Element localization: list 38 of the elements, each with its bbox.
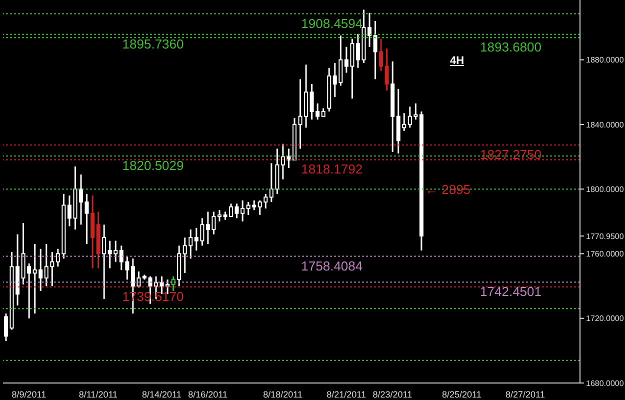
x-tick-label: 8/27/2011: [505, 389, 545, 400]
ref-line-label: 1893.6800: [480, 40, 542, 55]
y-tick-label: 1760.0000: [586, 250, 624, 259]
x-tick-label: 8/11/2011: [78, 389, 118, 400]
y-tick-label: 1680.0000: [586, 378, 624, 388]
candlestick: [269, 162, 274, 203]
candlestick: [368, 12, 372, 48]
x-tick-label: 8/18/2011: [263, 389, 303, 400]
ref-line-label: 1742.4501: [480, 284, 542, 300]
y-tick-label: 1720.0000: [586, 314, 624, 324]
ref-line-label: 1895.7360: [122, 36, 184, 52]
candlestick: [373, 20, 378, 80]
x-tick-label: 8/16/2011: [188, 389, 228, 400]
annotation: ← 2895: [425, 182, 471, 197]
x-tick-label: 8/9/2011: [12, 389, 46, 400]
candlestick: [217, 209, 222, 222]
annotation: 4H: [450, 55, 464, 67]
y-tick-label: 1840.0000: [586, 120, 624, 130]
x-tick-label: 8/14/2011: [142, 389, 182, 400]
ref-line-label: 1818.1792: [301, 162, 363, 177]
candlestick: [84, 193, 89, 245]
x-tick-label: 8/21/2011: [326, 389, 366, 400]
y-tick-label: 1770.9500: [586, 232, 624, 241]
candlestick: [96, 210, 100, 270]
x-tick-label: 8/23/2011: [372, 389, 412, 400]
y-tick-label: 1800.0000: [586, 184, 624, 194]
ref-line-label: 1908.4594: [301, 16, 363, 31]
y-tick-label: 1880.0000: [586, 56, 624, 65]
ref-line-label: 1820.5029: [122, 158, 184, 173]
candlestick: [275, 148, 280, 195]
candlestick: [90, 194, 95, 270]
candlestick: [390, 60, 395, 153]
ref-line-label: 1758.4084: [301, 258, 363, 274]
candlestick: [79, 174, 84, 226]
x-tick-label: 8/25/2011: [442, 389, 482, 400]
ref-line-label: 1827.2750: [480, 147, 542, 162]
candlestick: [102, 224, 106, 300]
candlestick: [384, 48, 389, 92]
